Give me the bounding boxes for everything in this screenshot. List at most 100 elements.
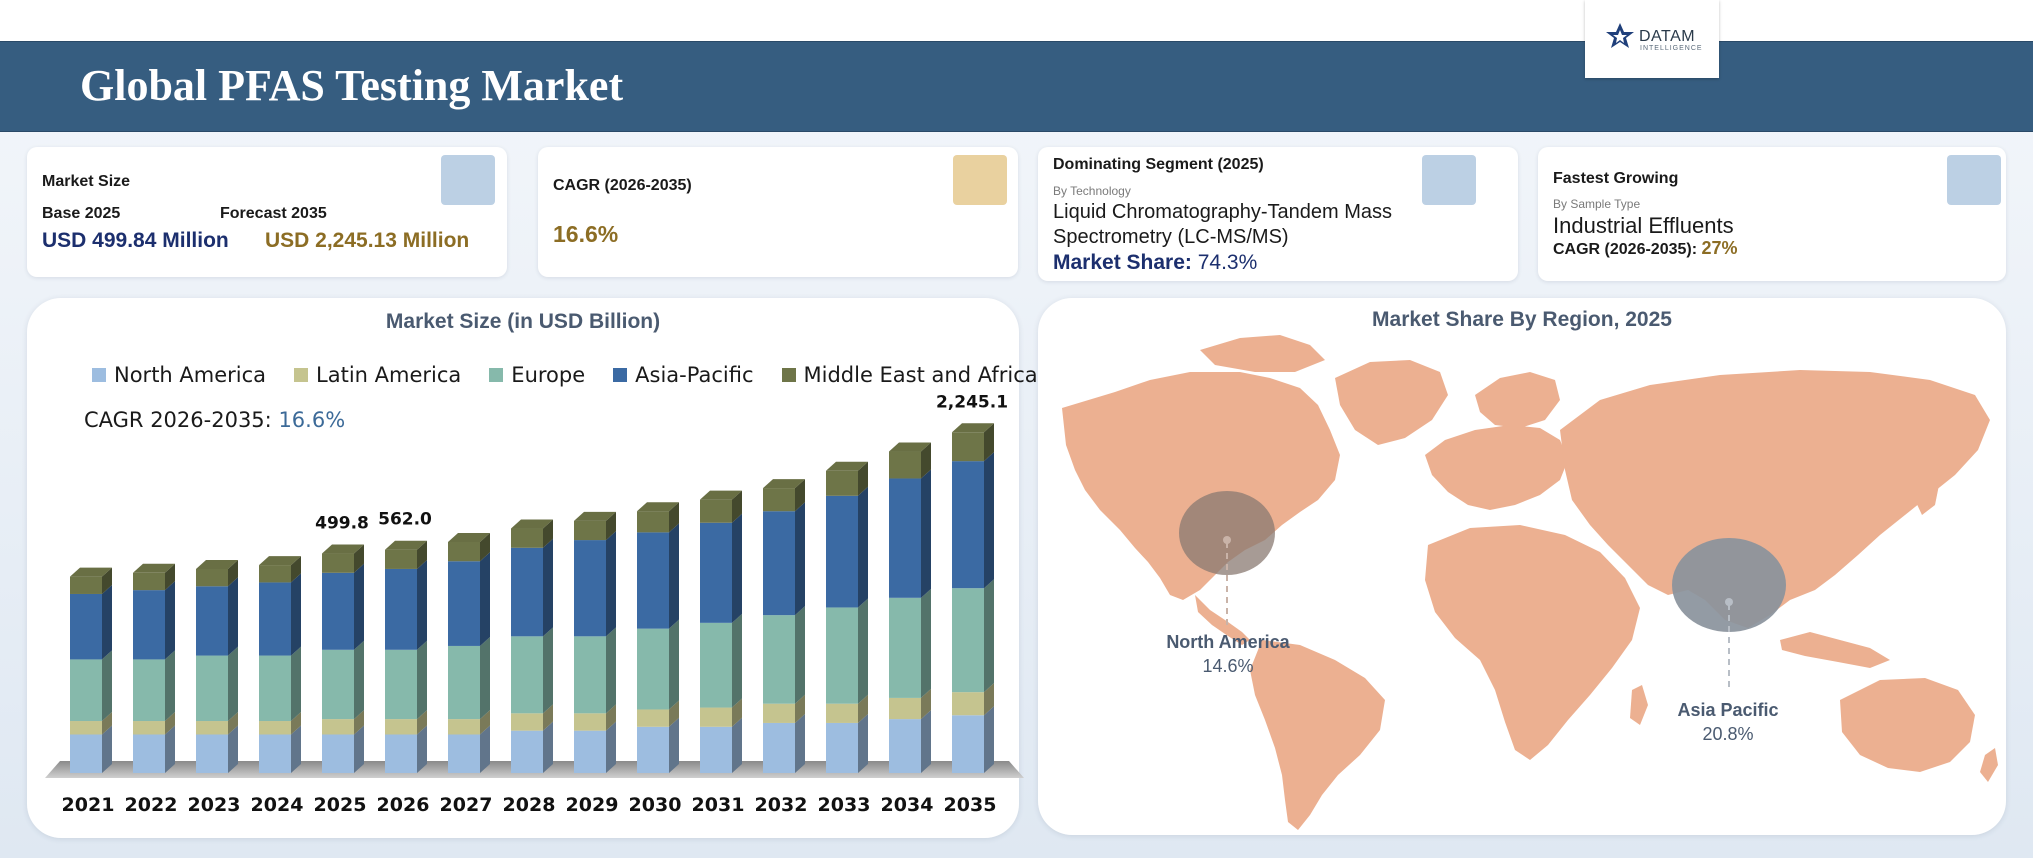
fastest-swatch: [1947, 155, 2001, 205]
bar-segment: [826, 722, 858, 773]
x-tick-label: 2034: [881, 794, 934, 816]
bar-stack-2023: [196, 559, 238, 773]
bar-segment: [70, 593, 102, 660]
bar-top: [826, 461, 868, 471]
bar-segment-side: [102, 584, 112, 660]
bar-segment: [574, 713, 606, 731]
bar-stack-2024: [259, 556, 301, 773]
bar-segment: [259, 655, 291, 722]
dominating-segment-name: Liquid Chromatography-Tandem Mass Spectr…: [1053, 201, 1393, 248]
forecast-value: USD 2,245.13 Million: [265, 229, 470, 252]
legend-item-4: Middle East and Africa: [781, 363, 1038, 387]
bar-segment-side: [543, 538, 553, 637]
bar-segment: [637, 726, 669, 773]
star-logo-icon: [1606, 23, 1634, 48]
fastest-label: Fastest Growing: [1553, 170, 1679, 187]
madagascar-landmass: [1630, 685, 1648, 725]
bar-segment: [574, 636, 606, 714]
bar-segment: [133, 721, 165, 735]
legend-item-0: North America: [92, 363, 266, 387]
dominating-share: Market Share: 74.3%: [1053, 251, 1257, 275]
bar-segment: [196, 721, 228, 735]
bar-segment: [385, 549, 417, 569]
bar-segment: [511, 547, 543, 637]
bar-segment: [952, 692, 984, 716]
bar-segment-side: [291, 725, 301, 773]
fastest-segment-name: Industrial Effluents: [1553, 213, 1734, 238]
bar-top: [259, 556, 301, 566]
bar-segment-side: [165, 712, 175, 735]
bar-segment-side: [858, 713, 868, 773]
data-label: 562.0: [378, 510, 432, 530]
asia-landmass: [1560, 370, 1990, 628]
bar-segment: [259, 565, 291, 583]
bar-segment: [763, 511, 795, 616]
bar-top: [448, 533, 490, 542]
bar-segment-side: [858, 486, 868, 608]
x-tick-label: 2033: [818, 794, 871, 816]
bar-segment: [637, 511, 669, 533]
north-america-bubble: [1179, 491, 1275, 625]
x-tick-label: 2022: [125, 794, 178, 816]
bar-segment-side: [984, 579, 994, 693]
legend-label: North America: [114, 363, 267, 387]
bar-stack-2034: [889, 442, 931, 773]
bar-segment-side: [228, 559, 238, 587]
bar-segment: [700, 522, 732, 623]
legend-swatch: [294, 368, 309, 382]
bar-top: [196, 559, 238, 569]
bar-segment-side: [102, 712, 112, 735]
bar-segment-side: [480, 636, 490, 720]
x-tick-label: 2024: [251, 794, 304, 816]
bar-segment-side: [984, 452, 994, 589]
bar-segment-side: [480, 725, 490, 773]
bar-segment-side: [921, 688, 931, 720]
bar-segment: [763, 703, 795, 723]
bar-segment-side: [606, 721, 616, 773]
legend-item-1: Latin America: [294, 363, 461, 387]
bar-segment: [259, 582, 291, 656]
bar-segment: [70, 576, 102, 594]
chart-legend: North America Latin America Europe Asia-Pac…: [92, 363, 1066, 387]
bar-top: [637, 502, 679, 512]
bar-segment: [826, 703, 858, 723]
bar-segment: [322, 719, 354, 735]
bar-segment-side: [543, 519, 553, 548]
north-america-label: North America: [1166, 632, 1290, 652]
bar-segment-side: [858, 461, 868, 496]
bar-segment: [448, 734, 480, 773]
bar-segment-side: [858, 694, 868, 723]
fastest-cagr-value: 27%: [1701, 238, 1738, 258]
bar-stack-2031: [700, 490, 742, 773]
bar-segment: [70, 721, 102, 735]
new-zealand-landmass: [1980, 748, 1998, 782]
world-map: [1062, 335, 1998, 830]
bar-segment: [574, 730, 606, 773]
bar-top: [952, 423, 994, 433]
bar-segment-side: [354, 640, 364, 720]
bar-segment: [385, 649, 417, 720]
bar-segment: [511, 730, 543, 773]
bar-segment-side: [417, 710, 427, 735]
asia-pacific-value: 20.8%: [1702, 724, 1754, 744]
bar-segment-side: [354, 563, 364, 650]
australia-landmass: [1840, 678, 1975, 772]
bar-top: [511, 519, 553, 529]
forecast-year-label: Forecast 2035: [220, 205, 327, 222]
bar-segment: [511, 528, 543, 548]
bar-segment-side: [669, 502, 679, 533]
bar-segment: [448, 561, 480, 646]
scandinavia-landmass: [1475, 372, 1560, 428]
bar-segment: [763, 488, 795, 512]
bar-segment: [322, 649, 354, 720]
bar-segment-side: [480, 552, 490, 646]
bar-segment: [385, 734, 417, 773]
legend-label: Europe: [511, 363, 586, 387]
bar-top: [889, 442, 931, 452]
bar-segment-side: [984, 683, 994, 716]
bar-segment: [385, 719, 417, 735]
bar-segment: [70, 734, 102, 773]
bar-segment-side: [921, 710, 931, 773]
north-america-value: 14.6%: [1202, 656, 1254, 676]
